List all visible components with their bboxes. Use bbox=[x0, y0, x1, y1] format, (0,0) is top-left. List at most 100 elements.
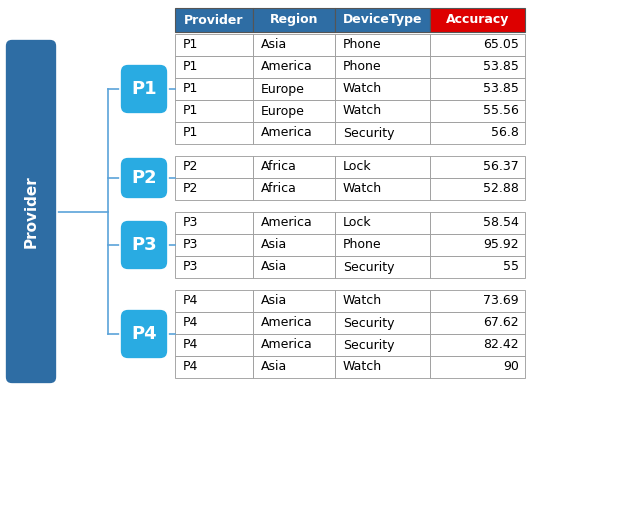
Text: P4: P4 bbox=[131, 325, 157, 343]
Text: 73.69: 73.69 bbox=[483, 294, 519, 308]
Bar bbox=[253, 56, 335, 78]
Bar bbox=[253, 256, 335, 278]
Bar bbox=[253, 100, 335, 122]
Text: Watch: Watch bbox=[343, 104, 382, 117]
Bar bbox=[175, 212, 253, 234]
FancyBboxPatch shape bbox=[120, 157, 168, 199]
Text: DeviceType: DeviceType bbox=[343, 13, 422, 27]
Bar bbox=[335, 156, 430, 178]
Text: 67.62: 67.62 bbox=[483, 316, 519, 330]
Bar bbox=[175, 334, 253, 356]
Text: Security: Security bbox=[343, 338, 394, 352]
FancyBboxPatch shape bbox=[5, 39, 57, 384]
Text: P4: P4 bbox=[183, 360, 198, 373]
Text: Asia: Asia bbox=[261, 294, 287, 308]
Text: America: America bbox=[261, 316, 313, 330]
Bar bbox=[175, 100, 253, 122]
Bar bbox=[430, 56, 525, 78]
Text: P1: P1 bbox=[183, 60, 198, 74]
Text: 52.88: 52.88 bbox=[483, 182, 519, 196]
Text: 90: 90 bbox=[503, 360, 519, 373]
Text: P4: P4 bbox=[183, 294, 198, 308]
Text: Phone: Phone bbox=[343, 38, 381, 52]
Text: 56.8: 56.8 bbox=[491, 126, 519, 139]
Bar bbox=[430, 100, 525, 122]
Bar bbox=[430, 334, 525, 356]
Bar bbox=[175, 356, 253, 378]
Text: Africa: Africa bbox=[261, 160, 297, 174]
Bar bbox=[430, 234, 525, 256]
Bar bbox=[175, 156, 253, 178]
Bar bbox=[253, 122, 335, 144]
Text: P3: P3 bbox=[183, 261, 198, 273]
Text: P3: P3 bbox=[183, 217, 198, 229]
Bar bbox=[175, 34, 253, 56]
Text: P3: P3 bbox=[131, 236, 157, 254]
Bar bbox=[430, 212, 525, 234]
Bar bbox=[430, 256, 525, 278]
Bar bbox=[335, 56, 430, 78]
Bar bbox=[430, 8, 525, 32]
Text: Watch: Watch bbox=[343, 182, 382, 196]
Text: P4: P4 bbox=[183, 338, 198, 352]
Text: Phone: Phone bbox=[343, 60, 381, 74]
Bar bbox=[430, 34, 525, 56]
Bar bbox=[335, 78, 430, 100]
Bar bbox=[253, 212, 335, 234]
Bar bbox=[335, 356, 430, 378]
Text: America: America bbox=[261, 60, 313, 74]
Text: 53.85: 53.85 bbox=[483, 82, 519, 96]
Text: Europe: Europe bbox=[261, 104, 305, 117]
Text: Asia: Asia bbox=[261, 38, 287, 52]
Bar bbox=[335, 290, 430, 312]
Text: Region: Region bbox=[269, 13, 318, 27]
Bar bbox=[175, 8, 253, 32]
Bar bbox=[335, 122, 430, 144]
Text: Security: Security bbox=[343, 126, 394, 139]
FancyBboxPatch shape bbox=[120, 220, 168, 270]
Text: P3: P3 bbox=[183, 239, 198, 251]
Text: Asia: Asia bbox=[261, 360, 287, 373]
Text: P2: P2 bbox=[131, 169, 157, 187]
Bar bbox=[430, 356, 525, 378]
Bar bbox=[253, 34, 335, 56]
Bar bbox=[253, 234, 335, 256]
Bar bbox=[175, 234, 253, 256]
Bar bbox=[253, 312, 335, 334]
Text: Phone: Phone bbox=[343, 239, 381, 251]
Text: Africa: Africa bbox=[261, 182, 297, 196]
Text: Lock: Lock bbox=[343, 160, 372, 174]
Text: P1: P1 bbox=[131, 80, 157, 98]
Text: P1: P1 bbox=[183, 82, 198, 96]
Bar bbox=[335, 8, 430, 32]
Text: 65.05: 65.05 bbox=[483, 38, 519, 52]
Bar bbox=[175, 122, 253, 144]
Text: P4: P4 bbox=[183, 316, 198, 330]
Bar bbox=[175, 312, 253, 334]
Text: Provider: Provider bbox=[184, 13, 244, 27]
Text: P2: P2 bbox=[183, 182, 198, 196]
Bar bbox=[335, 234, 430, 256]
Text: America: America bbox=[261, 338, 313, 352]
Bar bbox=[430, 156, 525, 178]
Text: 58.54: 58.54 bbox=[483, 217, 519, 229]
Bar bbox=[335, 256, 430, 278]
FancyBboxPatch shape bbox=[120, 64, 168, 114]
Text: P2: P2 bbox=[183, 160, 198, 174]
Text: Lock: Lock bbox=[343, 217, 372, 229]
Bar bbox=[253, 290, 335, 312]
Text: P1: P1 bbox=[183, 104, 198, 117]
Bar bbox=[335, 212, 430, 234]
Text: 56.37: 56.37 bbox=[483, 160, 519, 174]
Text: 95.92: 95.92 bbox=[483, 239, 519, 251]
Bar bbox=[175, 178, 253, 200]
Bar bbox=[253, 334, 335, 356]
Bar bbox=[335, 34, 430, 56]
Bar bbox=[253, 156, 335, 178]
FancyBboxPatch shape bbox=[120, 309, 168, 359]
Text: America: America bbox=[261, 217, 313, 229]
Bar bbox=[175, 56, 253, 78]
Bar bbox=[335, 100, 430, 122]
Bar bbox=[175, 256, 253, 278]
Text: 53.85: 53.85 bbox=[483, 60, 519, 74]
